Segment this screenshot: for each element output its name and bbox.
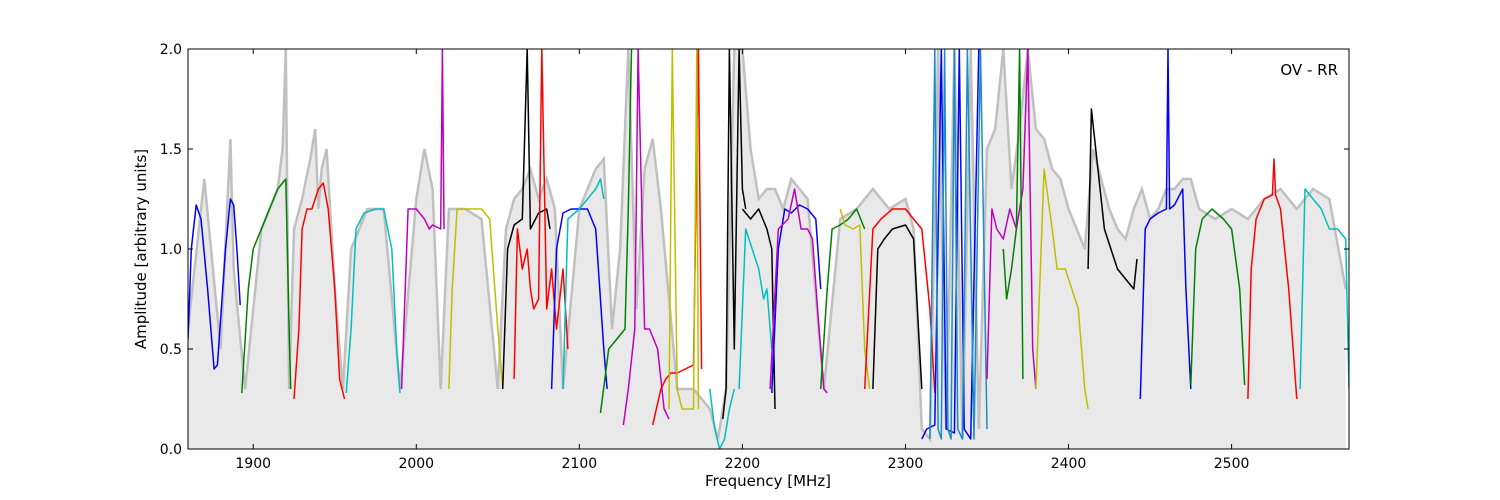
x-tick-label: 2000 [398, 456, 434, 472]
series-line-34 [1299, 188, 1349, 390]
series-line-26 [929, 49, 988, 440]
series-line-12 [622, 49, 670, 426]
background-trace-layer [188, 49, 1347, 449]
series-line-18 [741, 208, 776, 410]
series-line-29 [1035, 168, 1089, 410]
ticks-layer: 1900 2000 2100 2200 2300 2400 2500 0.0 0.5 1.0 1.5… [160, 42, 1349, 472]
x-axis-label: Frequency [MHz] [705, 472, 831, 490]
series-line-23 [872, 224, 923, 390]
series-line-17 [738, 228, 773, 390]
x-tick-label: 1900 [235, 456, 271, 472]
background-trace [188, 49, 1347, 443]
series-layer [188, 49, 1349, 449]
series-line-21 [819, 208, 866, 390]
x-tick-label: 2500 [1214, 456, 1250, 472]
series-line-15 [709, 388, 736, 449]
series-line-30 [1087, 108, 1138, 290]
y-tick-label: 1.0 [160, 242, 182, 258]
series-line-5 [400, 49, 445, 390]
series-line-19 [771, 204, 822, 394]
series-line-16 [722, 49, 747, 420]
x-tick-label: 2400 [1051, 456, 1087, 472]
series-line-27 [986, 49, 1037, 390]
series-line-1 [188, 198, 241, 370]
x-tick-label: 2300 [888, 456, 924, 472]
series-line-6 [448, 208, 504, 390]
series-line-7 [501, 49, 551, 390]
annotation-label: OV - RR [1280, 61, 1338, 79]
series-line-8 [513, 49, 569, 380]
series-line-20 [769, 188, 828, 394]
series-line-14 [668, 49, 700, 410]
series-line-10 [562, 178, 605, 390]
series-line-28 [1002, 49, 1024, 380]
series-line-11 [599, 49, 633, 414]
y-axis-label: Amplitude [arbitrary units] [132, 149, 150, 349]
y-tick-label: 2.0 [160, 42, 182, 58]
series-line-3 [293, 182, 346, 400]
y-tick-label: 0.5 [160, 342, 182, 358]
series-line-32 [1190, 208, 1246, 386]
series-line-31 [1139, 49, 1192, 400]
series-line-22 [839, 208, 871, 390]
y-tick-label: 1.5 [160, 142, 182, 158]
series-line-2 [241, 178, 292, 394]
background-area [188, 49, 1346, 449]
series-line-24 [863, 208, 936, 394]
y-tick-label: 0.0 [160, 442, 182, 458]
series-line-4 [345, 208, 401, 394]
x-tick-label: 2200 [725, 456, 761, 472]
x-tick-label: 2100 [562, 456, 598, 472]
series-line-33 [1247, 158, 1298, 400]
